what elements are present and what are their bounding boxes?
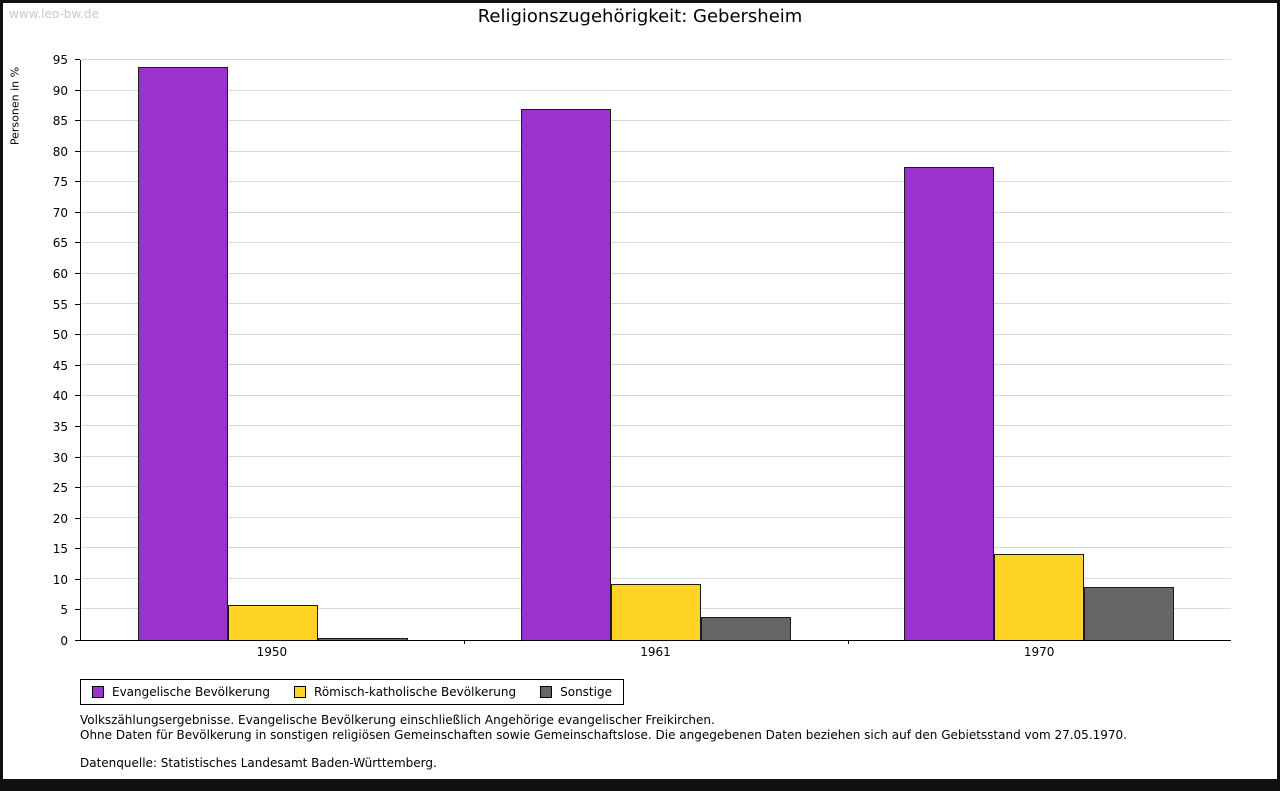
bar: [610, 583, 701, 640]
legend-item: Evangelische Bevölkerung: [92, 685, 270, 699]
y-tick-label: 95: [52, 53, 68, 67]
bar-group-1950: [81, 60, 464, 640]
y-tick-mark: [75, 242, 80, 244]
footnotes: Volkszählungsergebnisse. Evangelische Be…: [80, 713, 1257, 771]
y-tick-label: 65: [52, 236, 68, 251]
bar: [994, 553, 1085, 640]
y-tick-mark: [75, 334, 80, 336]
y-tick-mark: [75, 59, 80, 60]
gridline: [81, 150, 1231, 152]
y-tick-mark: [75, 273, 80, 275]
y-tick-mark: [75, 578, 80, 580]
legend-item: Sonstige: [540, 685, 612, 699]
x-tick-mark: [847, 640, 849, 644]
gridline: [81, 89, 1231, 91]
y-axis: 0 5 10 15 20 25 30 35 40 45 50 55 60 65 70 75 80 85 90 95: [3, 54, 80, 647]
y-tick-mark: [75, 487, 80, 489]
legend-swatch-icon: [294, 686, 307, 698]
bar: [700, 616, 791, 640]
y-tick-mark: [75, 395, 80, 397]
y-tick-mark: [75, 364, 80, 366]
legend-swatch-icon: [92, 686, 104, 698]
y-tick-label: 90: [52, 83, 68, 98]
y-tick-label: 85: [52, 114, 68, 129]
y-tick-label: 10: [52, 572, 68, 587]
gridline: [81, 455, 1231, 457]
y-tick-label: 55: [52, 297, 68, 312]
gridline: [81, 486, 1231, 488]
y-tick-mark: [75, 211, 80, 213]
bar-group-1961: [464, 60, 847, 640]
legend-label: Sonstige: [560, 685, 612, 699]
y-tick-label: 80: [52, 144, 68, 159]
plot-area: [80, 59, 1231, 644]
legend: Evangelische Bevölkerung Römisch-katholis…: [80, 679, 624, 705]
y-tick-mark: [75, 609, 80, 611]
gridline: [81, 120, 1231, 122]
bar: [520, 108, 611, 640]
gridline: [81, 516, 1231, 518]
y-tick-mark: [75, 89, 80, 91]
bar: [227, 605, 318, 640]
y-tick-label: 60: [52, 267, 68, 282]
gridline: [81, 364, 1231, 366]
bar: [317, 638, 408, 640]
gridline: [81, 394, 1231, 396]
gridline: [81, 59, 1231, 60]
gridline: [81, 181, 1231, 183]
y-tick-label: 0: [60, 634, 68, 648]
chart-title: Religionszugehörigkeit: Gebersheim: [477, 6, 803, 27]
y-tick-mark: [75, 181, 80, 183]
x-axis-labels: 1950 1961 1970: [80, 645, 1231, 659]
gridline: [81, 211, 1231, 213]
y-tick-label: 20: [52, 511, 68, 526]
watermark: www.leo-bw.de: [9, 7, 99, 21]
y-tick-label: 35: [52, 419, 68, 434]
gridline: [81, 242, 1231, 244]
y-tick-mark: [75, 303, 80, 305]
y-tick-label: 75: [52, 175, 68, 190]
bar: [1084, 586, 1175, 640]
y-tick-mark: [75, 640, 80, 641]
legend-label: Römisch-katholische Bevölkerung: [314, 685, 517, 699]
x-axis-label: 1950: [256, 645, 288, 659]
y-tick-mark: [75, 548, 80, 550]
bar-group-1970: [848, 60, 1231, 640]
gridline: [81, 303, 1231, 305]
y-tick-mark: [75, 150, 80, 152]
y-tick-label: 25: [52, 481, 68, 496]
legend-label: Evangelische Bevölkerung: [112, 685, 271, 699]
y-tick-label: 40: [52, 389, 68, 404]
y-tick-mark: [75, 517, 80, 519]
y-tick-mark: [75, 425, 80, 427]
data-source-note: Datenquelle: Statistisches Landesamt Bad…: [80, 756, 437, 770]
bar: [904, 166, 995, 640]
legend-swatch-icon: [540, 686, 553, 698]
y-tick-label: 70: [52, 205, 68, 220]
y-tick-mark: [75, 456, 80, 458]
y-tick-label: 45: [52, 358, 68, 373]
legend-item: Römisch-katholische Bevölkerung: [294, 685, 516, 699]
gridline: [81, 577, 1231, 579]
gridline: [81, 425, 1231, 427]
footnote: Ohne Daten für Bevölkerung in sonstigen …: [80, 728, 1127, 742]
y-tick-label: 15: [52, 542, 68, 557]
y-tick-label: 50: [52, 328, 68, 343]
x-axis-label: 1970: [1023, 645, 1055, 659]
bar-groups: [81, 60, 1231, 640]
x-tick-mark: [464, 640, 466, 644]
gridline: [81, 333, 1231, 335]
gridline: [81, 547, 1231, 549]
x-axis-label: 1961: [640, 645, 671, 659]
gridline: [81, 272, 1231, 274]
y-tick-label: 5: [60, 603, 68, 618]
footnote: Volkszählungsergebnisse. Evangelische Be…: [80, 713, 715, 727]
y-tick-mark: [75, 120, 80, 122]
bar: [137, 67, 228, 640]
y-tick-label: 30: [52, 450, 68, 465]
